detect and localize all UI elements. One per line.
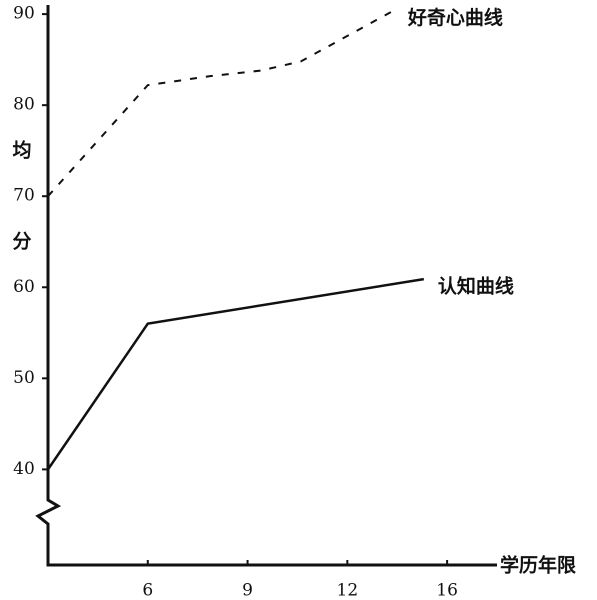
- y-tick-label: 50: [13, 368, 35, 388]
- series-label: 好奇心曲线: [407, 6, 503, 29]
- y-tick-label: 70: [13, 186, 35, 206]
- y-axis-label: 均分: [10, 139, 32, 322]
- y-axis: [35, 5, 497, 567]
- series-line: [46, 277, 425, 471]
- x-tick-label: 9: [242, 581, 253, 600]
- y-tick-label: 90: [13, 4, 35, 24]
- y-tick-label: 40: [13, 459, 35, 479]
- x-tick-label: 16: [436, 581, 458, 600]
- x-tick-label: 12: [337, 581, 359, 600]
- x-tick-label: 6: [142, 581, 153, 600]
- y-tick-label: 60: [13, 277, 35, 297]
- y-tick-label: 80: [13, 95, 35, 115]
- x-axis-label: 学历年限: [500, 554, 576, 577]
- series-label: 认知曲线: [438, 275, 514, 298]
- series-line: [47, 9, 395, 197]
